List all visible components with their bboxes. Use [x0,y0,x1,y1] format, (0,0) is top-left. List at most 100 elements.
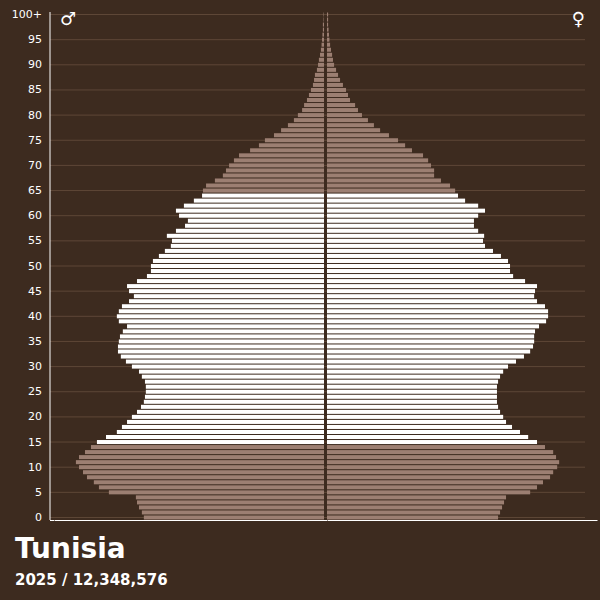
female-bar [327,118,368,122]
female-bar [327,93,348,97]
male-bar [309,93,324,97]
female-bar [327,249,493,253]
male-bar [91,445,324,449]
female-bar [327,415,503,419]
baseline [50,520,54,521]
y-axis: 0510152025303540455055606570758085909510… [12,8,50,524]
male-bar [141,405,324,409]
male-bar [176,229,324,233]
male-bar [321,48,324,52]
male-bar [319,58,324,62]
tick: 50 [28,260,50,273]
male-bar [318,63,324,67]
male-bar [121,355,324,359]
title: Tunisia [15,532,126,565]
tick: 20 [28,410,50,423]
male-bar [176,209,324,213]
male-bar [127,420,324,424]
male-bar [226,168,324,172]
legend-male: ♂ [60,8,76,29]
female-bar [327,123,374,127]
male-bar [118,349,324,353]
female-bar [327,500,504,504]
female-bar [327,410,500,414]
female-bar [327,184,450,188]
male-bar [120,334,324,338]
female-bar [327,133,389,137]
male-bar [142,375,324,379]
female-bar [327,279,525,283]
male-bar [146,385,324,389]
male-bar [109,490,324,494]
female-bar [327,505,502,509]
male-bar [194,199,324,203]
male-bar [106,435,324,439]
tick: 30 [28,360,50,373]
male-bar [322,33,324,37]
female-bar [327,239,483,243]
male-bar [139,505,324,509]
male-bar [119,319,324,323]
grid-line [50,14,585,15]
female-bar [327,78,340,82]
male-bar [151,269,324,273]
female-bar [327,214,478,218]
tick-label: 85 [28,83,42,96]
female-bar [327,465,557,469]
male-bar [142,510,324,514]
male-bar [134,294,324,298]
female-bar [327,18,328,22]
male-bar [215,178,324,182]
tick-label: 35 [28,335,42,348]
male-bar [322,43,324,47]
female-bar [327,63,334,67]
male-bar [317,68,324,72]
tick: 0 [35,511,50,524]
tick: 100+ [12,8,50,21]
female-bar [327,173,434,177]
male-bar [119,309,324,313]
female-bar [327,490,530,494]
female-bar [327,339,534,343]
female-bar [327,234,484,238]
tick-label: 70 [28,159,42,172]
male-bar [137,279,324,283]
male-bar [132,415,324,419]
male-bar [122,425,324,429]
male-bar [144,400,324,404]
female-bar [327,375,500,379]
tick: 60 [28,209,50,222]
male-bar [259,143,324,147]
female-bar [327,58,333,62]
male-bar [137,500,324,504]
male-bar [184,204,324,208]
male-bar [94,480,324,484]
tick: 45 [28,285,50,298]
background [0,0,600,600]
male-bar [298,113,324,117]
male-bar [79,455,324,459]
tick: 95 [28,33,50,46]
female-bar [327,73,338,77]
male-bar [265,138,324,142]
male-bar [136,495,324,499]
female-bar [327,284,537,288]
tick-label: 40 [28,310,42,323]
female-bar [327,178,441,182]
tick-label: 80 [28,109,42,122]
tick: 70 [28,159,50,172]
female-bar [327,224,474,228]
female-bar [327,244,485,248]
tick: 55 [28,234,50,247]
male-bar [83,470,324,474]
female-bar [327,209,485,213]
male-bar [323,18,324,22]
male-bar [323,13,324,17]
tick-label: 60 [28,209,42,222]
female-bar [327,98,350,102]
female-bar [327,400,497,404]
female-bar [327,405,498,409]
x-axis-line [55,520,325,521]
tick: 15 [28,436,50,449]
male-bar [250,148,324,152]
